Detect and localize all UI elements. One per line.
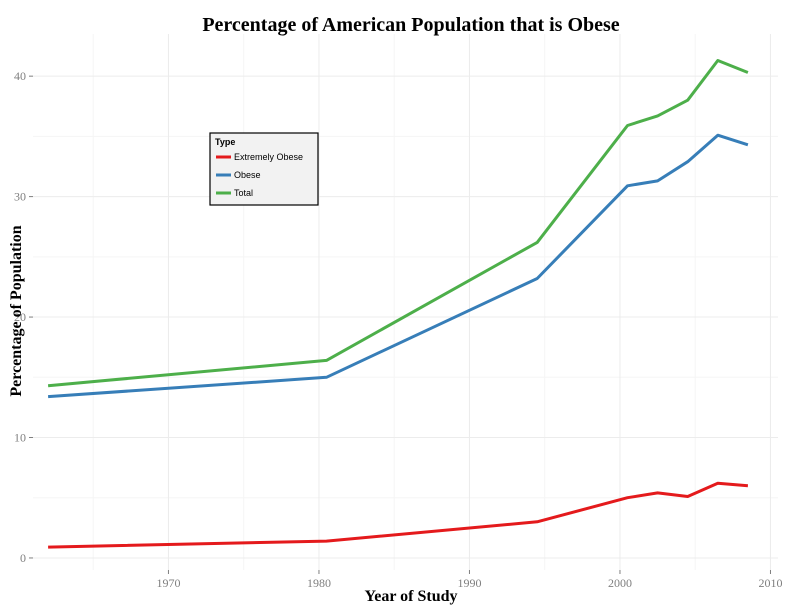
x-tick-label: 2010 <box>758 576 782 590</box>
legend: Type Extremely Obese Obese Total <box>209 132 319 206</box>
y-tick-label: 20 <box>14 310 26 324</box>
y-axis-title: Percentage of Population <box>8 225 25 396</box>
chart-title: Percentage of American Population that i… <box>202 14 619 36</box>
x-tick-label: 1970 <box>156 576 180 590</box>
x-tick-label: 1980 <box>307 576 331 590</box>
legend-title: Type <box>215 137 235 147</box>
x-tick-label: 1990 <box>457 576 481 590</box>
y-tick-label: 10 <box>14 431 26 445</box>
series-line-obese <box>47 133 749 399</box>
series-lines <box>47 59 749 549</box>
series-line-total <box>47 59 749 388</box>
series-line-extremely-obese <box>48 481 749 549</box>
legend-entries: Extremely Obese Obese Total <box>216 152 303 198</box>
axis-ticks: 1970 1980 1990 2000 2010 0 10 20 30 40 <box>14 69 782 590</box>
x-tick-label: 2000 <box>608 576 632 590</box>
legend-label-total: Total <box>234 188 253 198</box>
y-tick-label: 30 <box>14 190 26 204</box>
x-axis-title: Year of Study <box>364 588 457 605</box>
legend-label-extremely-obese: Extremely Obese <box>234 152 303 162</box>
y-tick-label: 40 <box>14 69 26 83</box>
y-tick-label: 0 <box>20 551 26 565</box>
legend-label-obese: Obese <box>234 170 261 180</box>
